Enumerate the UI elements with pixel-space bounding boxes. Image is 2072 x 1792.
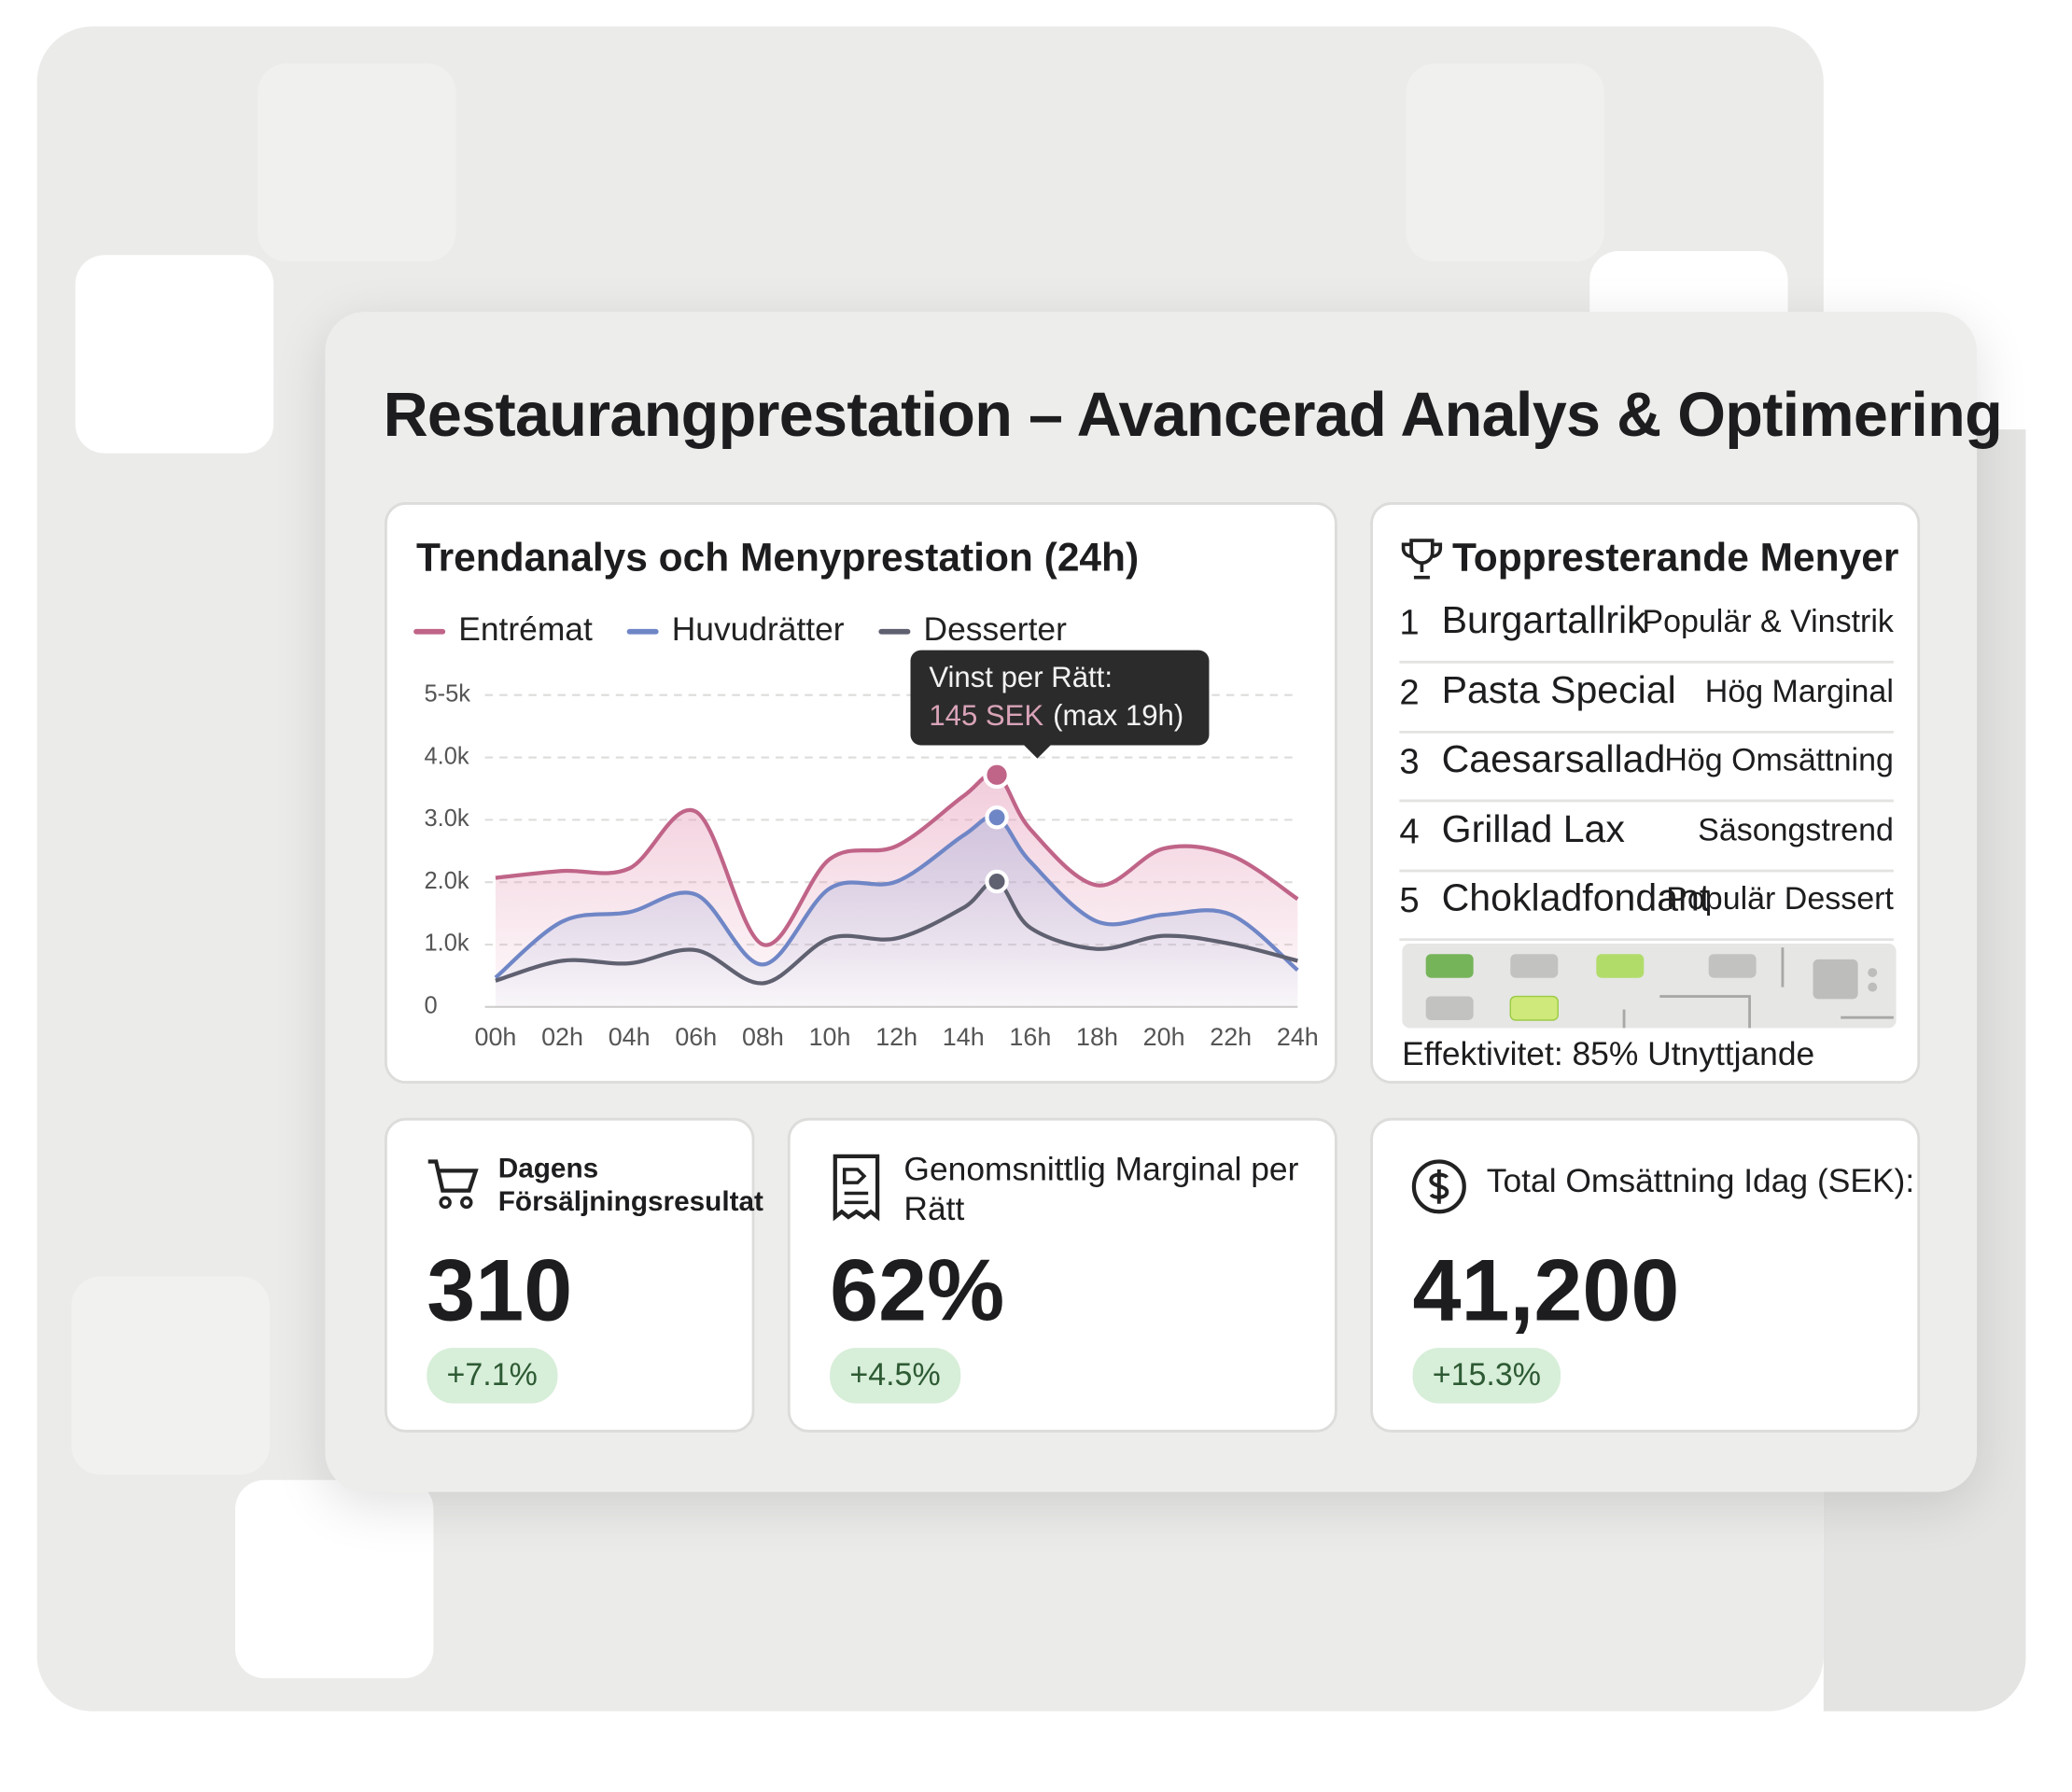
menu-rank: 5: [1399, 879, 1420, 920]
menu-tag: Populär Dessert: [1666, 881, 1894, 917]
highlight-point: [985, 805, 1009, 830]
chart-title: Trendanalys och Menyprestation (24h): [415, 536, 1140, 581]
menu-row: 5 Chokladfondant Populär Dessert: [1399, 870, 1894, 942]
trophy-icon: [1401, 539, 1443, 580]
menu-row: 3 Caesarsallad Hög Omsättning: [1399, 731, 1894, 803]
receipt-icon: [833, 1154, 880, 1222]
y-tick-label: 4.0k: [424, 743, 469, 769]
dashboard-title: Restaurangprestation – Avancerad Analys …: [383, 379, 2003, 450]
cart-icon: [427, 1159, 479, 1210]
series-area: [495, 816, 1298, 1007]
kpi-card: Genomsnittlig Marginal per Rätt 62% +4.5…: [787, 1117, 1337, 1433]
menu-tag: Hög Marginal: [1704, 673, 1894, 709]
kpi-value: 41,200: [1412, 1240, 1680, 1339]
series-line: [494, 814, 1299, 980]
decor-square: [1406, 63, 1604, 262]
tooltip-label: Vinst per Rätt:: [929, 661, 1113, 693]
x-tick-label: 16h: [1009, 1023, 1051, 1051]
x-tick-label: 24h: [1277, 1023, 1319, 1051]
x-tick-label: 02h: [541, 1023, 583, 1051]
x-tick-label: 00h: [474, 1023, 516, 1051]
series-line: [495, 771, 1299, 947]
x-tick-label: 12h: [875, 1023, 917, 1051]
menu-tag: Säsongstrend: [1698, 812, 1894, 848]
menu-name: Chokladfondant: [1441, 877, 1711, 920]
menu-name: Grillad Lax: [1441, 807, 1625, 851]
legend-label: Huvudrätter: [672, 611, 845, 648]
menus-title: Toppresterande Menyer: [1451, 536, 1899, 581]
tooltip-note: (max 19h): [1053, 699, 1183, 732]
menu-name: Burgartallrik: [1441, 599, 1646, 643]
y-tick-label: 2.0k: [424, 868, 469, 894]
decor-square: [258, 63, 456, 262]
decor-square: [235, 1479, 434, 1679]
menu-name: Caesarsallad: [1441, 738, 1666, 781]
legend-label: Desserter: [924, 611, 1068, 648]
y-tick-label: 3.0k: [424, 805, 469, 832]
x-tick-label: 06h: [675, 1023, 717, 1051]
efficiency-text: Effektivitet: 85% Utnyttjande: [1402, 1036, 1815, 1073]
kpi-card: Dagens Försäljningsresultat 310 +7.1%: [385, 1117, 763, 1433]
x-tick-label: 22h: [1210, 1023, 1252, 1051]
decor-square: [75, 255, 274, 454]
kpi-change: +15.3%: [1412, 1348, 1561, 1404]
x-tick-label: 20h: [1143, 1023, 1185, 1051]
x-tick-label: 08h: [742, 1023, 784, 1051]
menu-name: Pasta Special: [1441, 669, 1676, 712]
x-tick-label: 14h: [943, 1023, 985, 1051]
floor-map: [1402, 943, 1897, 1029]
menu-rank: 1: [1399, 602, 1420, 643]
y-tick-label: 5-5k: [424, 680, 470, 707]
dollar-icon: [1411, 1159, 1466, 1214]
tooltip-value: 145 SEK: [929, 699, 1043, 732]
kpi-value: 62%: [830, 1240, 1005, 1339]
highlight-point: [983, 761, 1011, 790]
kpi-change: +4.5%: [830, 1348, 960, 1404]
legend-label: Entrémat: [458, 611, 593, 648]
menu-rank: 3: [1399, 741, 1420, 781]
menu-row: 1 Burgartallrik Populär & Vinstrik: [1399, 592, 1894, 664]
menu-row: 2 Pasta Special Hög Marginal: [1399, 662, 1894, 734]
x-tick-label: 10h: [809, 1023, 851, 1051]
tooltip-arrow: [1024, 745, 1051, 759]
highlight-point: [985, 869, 1009, 894]
x-tick-label: 04h: [609, 1023, 651, 1051]
menu-row: 4 Grillad Lax Säsongstrend: [1399, 800, 1894, 872]
menus-panel: Toppresterande Menyer 1 Burgartallrik Popu…: [1370, 502, 1921, 1084]
kpi-card: Total Omsättning Idag (SEK): 41,200 +15.…: [1370, 1117, 1921, 1433]
kpi-label: Total Omsättning Idag (SEK):: [1486, 1162, 1915, 1200]
menu-tag: Populär & Vinstrik: [1642, 604, 1894, 640]
line-chart: 0 1.0k 2.0k 3.0k 4.0k 5-5k 00h 02h 04h 06h 08h 10h 1…: [413, 611, 1319, 1051]
kpi-label: Genomsnittlig Marginal per Rätt: [903, 1151, 1299, 1228]
x-tick-label: 18h: [1076, 1023, 1118, 1051]
series-line: [495, 879, 1298, 986]
tooltip: Vinst per Rätt: 145 SEK (max 19h): [910, 650, 1210, 759]
menu-rank: 4: [1399, 810, 1420, 851]
y-tick-label: 0: [424, 993, 437, 1019]
kpi-label: Dagens Försäljningsresultat: [497, 1154, 763, 1217]
kpi-value: 310: [427, 1240, 573, 1339]
tooltip-box: [910, 650, 1210, 746]
chart-panel: Trendanalys och Menyprestation (24h) 0 1.…: [385, 502, 1337, 1084]
menu-tag: Hög Omsättning: [1664, 742, 1894, 778]
y-tick-label: 1.0k: [424, 931, 469, 957]
decor-square: [71, 1276, 270, 1476]
kpi-change: +7.1%: [427, 1348, 558, 1404]
menu-rank: 2: [1399, 671, 1420, 712]
